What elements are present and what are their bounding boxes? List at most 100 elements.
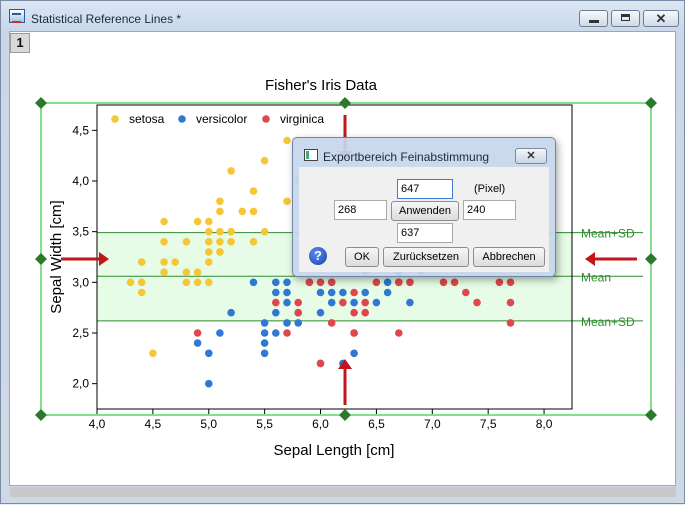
close-icon: ✕ [655,11,667,26]
direction-arrow [61,252,109,266]
data-point-setosa [205,258,213,266]
plot-area[interactable] [96,104,573,410]
maximize-button[interactable] [611,10,640,27]
direction-arrow [585,252,637,266]
data-point-virginica [506,319,515,327]
reference-line-label[interactable]: Mean [581,270,611,284]
data-point-setosa [260,156,269,165]
data-point-setosa [205,248,213,256]
data-point-setosa [216,197,224,206]
data-point-virginica [193,329,202,337]
resize-handle[interactable] [35,409,47,421]
data-point-versicolor [361,288,370,297]
data-point-setosa [216,207,224,216]
left-margin-input[interactable]: 268 [334,200,387,220]
data-point-virginica [395,329,403,337]
resize-handle[interactable] [339,409,351,421]
apply-button[interactable]: Anwenden [391,201,459,221]
help-icon[interactable]: ? [309,247,327,265]
data-point-versicolor [260,329,269,337]
data-point-virginica [283,329,291,337]
reference-line-label[interactable]: Mean+SD [581,227,635,241]
data-point-versicolor [406,298,414,307]
direction-arrow [338,359,352,405]
y-axis-label: Sepal Width [cm] [48,200,65,313]
title-bar[interactable]: Statistical Reference Lines * ✕ [1,1,684,29]
data-point-setosa [171,258,179,266]
resize-handle[interactable] [645,97,657,109]
data-point-versicolor [350,298,358,307]
data-point-setosa [249,238,258,246]
x-tick-label: 4,5 [145,417,162,431]
data-point-setosa [137,258,146,266]
data-point-virginica [350,329,358,337]
y-tick-label: 2,0 [72,377,89,391]
data-point-versicolor [283,298,291,307]
data-point-virginica [495,278,504,287]
legend-entry-versicolor[interactable]: versicolor [196,112,247,126]
minimize-button[interactable] [579,10,608,27]
right-margin-input[interactable]: 240 [463,200,516,220]
data-point-setosa [205,278,213,287]
data-point-versicolor [260,349,269,358]
data-point-virginica [305,278,314,287]
data-point-setosa [249,187,258,195]
data-point-versicolor [272,288,280,297]
data-point-virginica [462,288,470,297]
dialog-close-button[interactable]: ✕ [515,148,547,164]
layer-tab[interactable]: 1 [10,33,30,53]
data-point-virginica [327,278,336,287]
resize-handle[interactable] [339,97,351,109]
data-point-virginica [361,308,370,317]
data-point-setosa [126,278,135,287]
ok-button[interactable]: OK [345,247,379,267]
x-tick-label: 6,0 [312,417,329,431]
data-point-setosa [227,227,235,236]
graph-window-icon[interactable] [9,9,25,23]
resize-handle[interactable] [35,97,47,109]
data-point-virginica [327,319,336,327]
bottom-margin-input[interactable]: 637 [397,223,453,243]
y-tick-label: 4,5 [72,123,89,137]
reset-button[interactable]: Zurücksetzen [383,247,469,267]
data-point-setosa [216,227,224,236]
data-point-virginica [294,308,303,317]
data-point-setosa [283,136,291,145]
data-point-setosa [205,227,213,236]
data-point-virginica [506,298,515,307]
x-tick-label: 7,5 [480,417,497,431]
data-point-setosa [238,207,247,216]
data-point-versicolor [316,288,325,297]
data-point-versicolor [283,278,291,287]
data-point-versicolor [350,349,358,358]
data-point-setosa [216,248,224,256]
data-point-versicolor [227,308,235,317]
data-point-versicolor [372,298,381,307]
data-point-virginica [350,288,358,297]
data-point-versicolor [260,339,269,347]
data-point-virginica [294,298,303,307]
cancel-button[interactable]: Abbrechen [473,247,545,267]
data-point-versicolor [249,278,258,287]
data-point-setosa [182,278,191,287]
close-button[interactable]: ✕ [643,10,679,27]
data-point-setosa [216,238,224,246]
x-axis-label: Sepal Length [cm] [274,442,395,459]
x-tick-label: 5,5 [256,417,273,431]
reference-line-label[interactable]: Mean+SD [581,315,635,329]
resize-handle[interactable] [645,253,657,265]
horizontal-scrollbar[interactable] [10,487,676,497]
x-tick-label: 6,5 [368,417,385,431]
data-point-virginica [473,298,481,307]
legend-entry-setosa[interactable]: setosa [129,112,165,126]
data-point-versicolor [272,308,280,317]
data-point-virginica [339,298,347,307]
resize-handle[interactable] [645,409,657,421]
data-point-setosa [160,238,168,246]
x-tick-label: 7,0 [424,417,441,431]
resize-handle[interactable] [35,253,47,265]
data-point-setosa [182,268,191,277]
top-margin-input[interactable]: 647 [397,179,453,199]
legend-entry-virginica[interactable]: virginica [280,112,324,126]
